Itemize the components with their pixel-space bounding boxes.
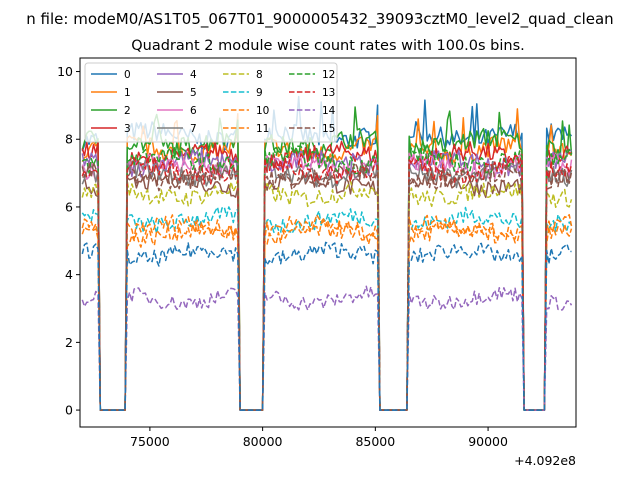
x-tick-label: 85000 bbox=[355, 434, 395, 449]
x-tick-label: 90000 bbox=[468, 434, 508, 449]
legend-label-6: 6 bbox=[190, 105, 197, 117]
series-line-12 bbox=[81, 144, 573, 411]
series-line-4 bbox=[81, 148, 572, 411]
x-offset-label: +4.092e8 bbox=[514, 453, 576, 468]
x-tick-label: 80000 bbox=[243, 434, 283, 449]
series-layer bbox=[81, 95, 573, 411]
x-tick-label: 75000 bbox=[130, 434, 170, 449]
y-axis: 0 2 4 6 8 10 bbox=[57, 64, 80, 418]
series-line-15 bbox=[81, 161, 573, 411]
y-tick-label: 4 bbox=[65, 267, 73, 282]
legend-label-13: 13 bbox=[322, 87, 335, 99]
y-tick-label: 8 bbox=[65, 132, 73, 147]
series-line-9 bbox=[81, 206, 573, 411]
legend-label-8: 8 bbox=[256, 69, 263, 81]
x-axis: 75000 80000 85000 90000 bbox=[130, 427, 508, 449]
legend-label-3: 3 bbox=[124, 123, 131, 135]
legend-label-14: 14 bbox=[322, 105, 336, 117]
series-line-10 bbox=[81, 219, 573, 411]
legend-label-0: 0 bbox=[124, 69, 131, 81]
series-line-8 bbox=[81, 178, 573, 411]
legend-label-2: 2 bbox=[124, 105, 131, 117]
legend-label-9: 9 bbox=[256, 87, 263, 99]
y-tick-label: 10 bbox=[57, 64, 73, 79]
series-line-13 bbox=[81, 154, 573, 411]
series-line-extra bbox=[81, 241, 572, 411]
y-tick-label: 6 bbox=[65, 199, 73, 214]
y-tick-label: 0 bbox=[65, 403, 73, 418]
y-tick-label: 2 bbox=[65, 335, 73, 350]
legend-label-4: 4 bbox=[190, 69, 197, 81]
figure-suptitle: n file: modeM0/AS1T05_067T01_9000005432_… bbox=[26, 10, 613, 29]
series-line-11 bbox=[81, 213, 573, 411]
legend-label-15: 15 bbox=[322, 123, 335, 135]
series-line-5 bbox=[82, 168, 573, 411]
axes-frame bbox=[79, 57, 577, 428]
series-line-14 bbox=[81, 285, 573, 411]
legend-label-7: 7 bbox=[190, 123, 197, 135]
series-line-1 bbox=[81, 108, 573, 411]
legend-box bbox=[84, 62, 338, 143]
chart-title: Quadrant 2 module wise count rates with … bbox=[131, 38, 525, 54]
legend-label-10: 10 bbox=[256, 105, 269, 117]
legend-label-1: 1 bbox=[124, 87, 131, 99]
legend-label-5: 5 bbox=[190, 87, 197, 99]
legend-label-12: 12 bbox=[322, 69, 335, 81]
legend-label-11: 11 bbox=[256, 123, 269, 135]
